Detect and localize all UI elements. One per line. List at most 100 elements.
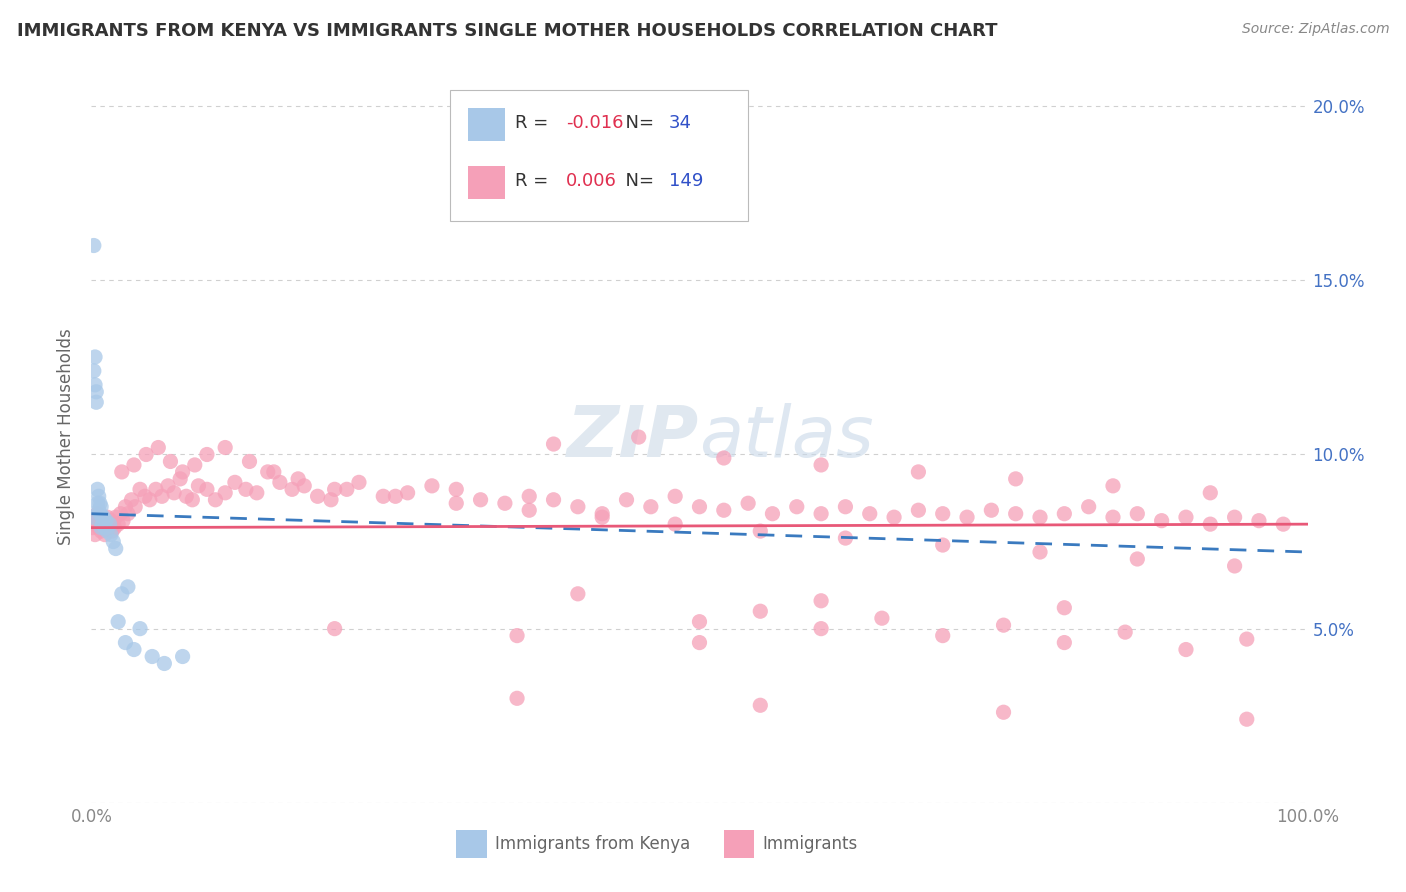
Point bbox=[169, 472, 191, 486]
Point bbox=[1150, 514, 1173, 528]
Point bbox=[993, 618, 1015, 632]
Point bbox=[292, 479, 315, 493]
Point bbox=[834, 500, 856, 514]
Point bbox=[246, 485, 269, 500]
Point bbox=[83, 364, 105, 378]
FancyBboxPatch shape bbox=[450, 90, 748, 221]
Point bbox=[238, 454, 260, 468]
Text: R =: R = bbox=[515, 172, 554, 190]
Point bbox=[567, 587, 589, 601]
Point bbox=[122, 458, 145, 472]
Point bbox=[214, 441, 236, 455]
Point bbox=[269, 475, 291, 490]
Point bbox=[810, 622, 832, 636]
Point bbox=[87, 503, 110, 517]
Point bbox=[931, 629, 953, 643]
Point bbox=[396, 485, 419, 500]
Point bbox=[150, 489, 173, 503]
Point bbox=[139, 492, 162, 507]
Point bbox=[323, 483, 346, 497]
Point bbox=[287, 472, 309, 486]
Point bbox=[117, 580, 139, 594]
Point bbox=[907, 503, 929, 517]
Point bbox=[103, 517, 125, 532]
Point bbox=[567, 500, 589, 514]
Point bbox=[713, 503, 735, 517]
Point bbox=[91, 517, 114, 532]
Point bbox=[94, 514, 117, 528]
Point bbox=[89, 517, 111, 532]
Point bbox=[94, 521, 117, 535]
Point bbox=[616, 492, 638, 507]
Text: 34: 34 bbox=[669, 113, 692, 131]
Text: IMMIGRANTS FROM KENYA VS IMMIGRANTS SINGLE MOTHER HOUSEHOLDS CORRELATION CHART: IMMIGRANTS FROM KENYA VS IMMIGRANTS SING… bbox=[17, 22, 997, 40]
Point bbox=[145, 483, 167, 497]
Point bbox=[256, 465, 278, 479]
Point bbox=[195, 483, 218, 497]
Point bbox=[97, 521, 120, 535]
Point bbox=[956, 510, 979, 524]
Point bbox=[993, 705, 1015, 719]
Point bbox=[323, 622, 346, 636]
Point bbox=[148, 441, 170, 455]
Point bbox=[89, 496, 111, 510]
Text: 149: 149 bbox=[669, 172, 703, 190]
Point bbox=[384, 489, 406, 503]
Point bbox=[84, 350, 107, 364]
FancyBboxPatch shape bbox=[724, 830, 754, 858]
Point bbox=[141, 649, 163, 664]
Point bbox=[786, 500, 808, 514]
Point bbox=[104, 510, 127, 524]
Point bbox=[84, 395, 107, 409]
Point bbox=[1236, 632, 1258, 646]
Point bbox=[810, 594, 832, 608]
Point bbox=[1029, 510, 1052, 524]
Point bbox=[761, 507, 783, 521]
Point bbox=[86, 483, 108, 497]
Point bbox=[506, 629, 529, 643]
Point bbox=[347, 475, 370, 490]
Point bbox=[156, 479, 179, 493]
Point bbox=[517, 503, 540, 517]
Point bbox=[89, 507, 111, 521]
Point bbox=[111, 514, 134, 528]
Point bbox=[420, 479, 443, 493]
Point bbox=[640, 500, 662, 514]
Point bbox=[749, 698, 772, 713]
Point bbox=[506, 691, 529, 706]
Text: 0.006: 0.006 bbox=[565, 172, 617, 190]
Point bbox=[235, 483, 257, 497]
FancyBboxPatch shape bbox=[468, 167, 505, 200]
Point bbox=[591, 507, 613, 521]
Point bbox=[1126, 507, 1149, 521]
Point bbox=[94, 517, 117, 532]
Point bbox=[84, 377, 107, 392]
Text: N=: N= bbox=[614, 172, 659, 190]
Point bbox=[98, 517, 121, 532]
Point bbox=[91, 510, 114, 524]
Point bbox=[1247, 514, 1270, 528]
Point bbox=[980, 503, 1002, 517]
Point bbox=[135, 448, 157, 462]
Y-axis label: Single Mother Households: Single Mother Households bbox=[58, 329, 76, 545]
Point bbox=[100, 514, 122, 528]
Point bbox=[107, 615, 129, 629]
Point bbox=[83, 514, 105, 528]
Point bbox=[224, 475, 246, 490]
Point bbox=[174, 489, 197, 503]
Point bbox=[627, 430, 650, 444]
Point bbox=[1102, 479, 1125, 493]
Point bbox=[336, 483, 359, 497]
Point bbox=[195, 448, 218, 462]
Text: R =: R = bbox=[515, 113, 554, 131]
Point bbox=[204, 492, 226, 507]
Point bbox=[870, 611, 893, 625]
Point bbox=[83, 238, 105, 252]
Point bbox=[688, 615, 710, 629]
Point bbox=[1029, 545, 1052, 559]
Point bbox=[543, 437, 565, 451]
Point bbox=[931, 507, 953, 521]
Point bbox=[82, 510, 104, 524]
Point bbox=[444, 483, 467, 497]
Point bbox=[664, 517, 686, 532]
